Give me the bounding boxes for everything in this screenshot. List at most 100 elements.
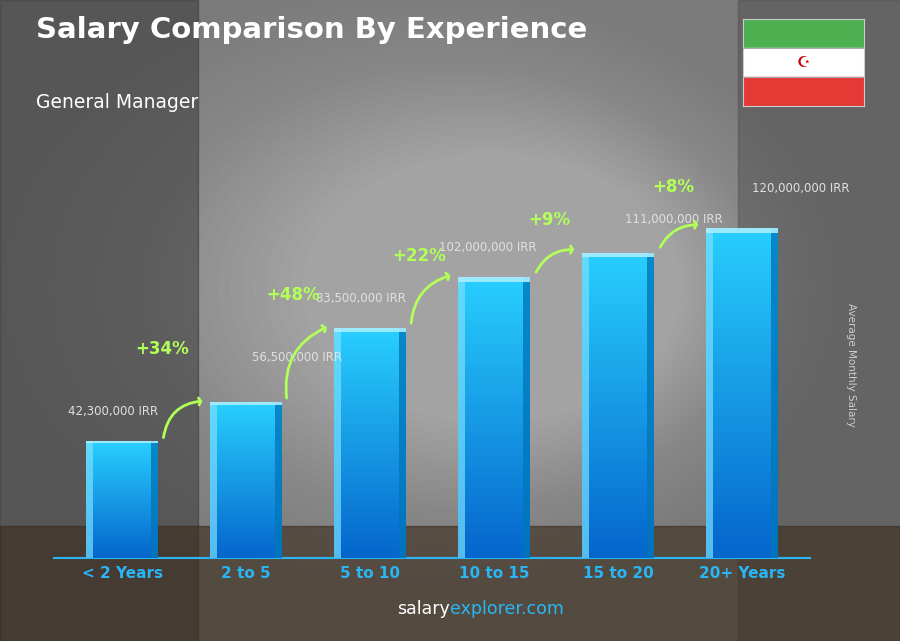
Bar xyxy=(86,547,158,549)
Bar xyxy=(334,523,406,526)
Bar xyxy=(706,290,778,294)
Bar xyxy=(706,228,778,232)
Bar xyxy=(706,475,778,479)
Bar xyxy=(458,379,530,383)
Bar xyxy=(334,540,406,544)
Bar xyxy=(582,253,590,558)
Bar xyxy=(399,328,406,558)
Bar xyxy=(211,412,282,414)
Bar xyxy=(458,544,530,547)
Bar xyxy=(334,552,406,555)
Bar xyxy=(582,424,653,428)
Bar xyxy=(334,417,406,420)
Bar xyxy=(458,316,530,319)
Bar xyxy=(334,403,406,406)
Bar xyxy=(582,356,653,360)
Bar xyxy=(334,532,406,535)
Bar xyxy=(334,400,406,403)
Bar xyxy=(582,321,653,325)
Bar xyxy=(582,333,653,337)
Bar xyxy=(582,512,653,516)
Bar xyxy=(582,481,653,485)
Bar xyxy=(458,519,530,522)
Bar xyxy=(211,449,282,451)
Bar xyxy=(458,306,530,309)
Bar xyxy=(458,344,530,347)
Bar xyxy=(706,381,778,385)
Bar xyxy=(86,474,158,475)
Bar xyxy=(458,445,530,449)
Bar xyxy=(334,440,406,443)
Bar xyxy=(458,365,530,369)
Bar xyxy=(86,444,158,446)
Bar xyxy=(211,478,282,480)
Bar xyxy=(458,428,530,431)
Bar xyxy=(582,279,653,283)
Bar xyxy=(334,423,406,426)
Bar xyxy=(582,360,653,363)
Bar xyxy=(706,339,778,344)
Bar xyxy=(334,549,406,552)
Bar xyxy=(334,460,406,463)
Bar xyxy=(86,491,158,492)
Bar xyxy=(211,472,282,474)
Bar xyxy=(334,328,341,558)
Bar xyxy=(86,531,158,533)
Bar xyxy=(706,237,778,240)
Bar xyxy=(582,428,653,432)
Bar xyxy=(334,397,406,400)
Bar xyxy=(334,437,406,440)
Bar xyxy=(706,471,778,475)
Bar xyxy=(86,498,158,499)
Bar xyxy=(458,347,530,351)
Bar xyxy=(334,328,406,331)
Bar xyxy=(582,447,653,451)
Bar xyxy=(706,434,778,438)
Bar xyxy=(458,477,530,481)
Bar xyxy=(458,358,530,362)
Bar xyxy=(86,515,158,517)
Text: salary: salary xyxy=(397,600,450,618)
Bar xyxy=(706,512,778,517)
Bar xyxy=(706,397,778,401)
Bar xyxy=(706,417,778,422)
Bar xyxy=(211,437,282,439)
Bar xyxy=(458,281,530,285)
Text: Salary Comparison By Experience: Salary Comparison By Experience xyxy=(36,16,587,44)
Bar xyxy=(582,554,653,558)
Bar xyxy=(86,466,158,468)
Bar xyxy=(334,546,406,549)
Bar xyxy=(582,478,653,481)
Bar xyxy=(86,483,158,485)
Bar xyxy=(706,331,778,335)
Bar xyxy=(334,526,406,529)
Bar xyxy=(582,401,653,405)
Bar xyxy=(211,525,282,527)
Bar xyxy=(458,417,530,421)
Bar xyxy=(458,474,530,477)
Bar xyxy=(86,521,158,523)
Bar xyxy=(582,535,653,538)
Bar xyxy=(334,429,406,431)
Bar xyxy=(458,515,530,519)
Bar xyxy=(211,408,282,410)
Bar xyxy=(647,253,653,558)
Bar xyxy=(582,394,653,397)
Bar xyxy=(86,553,158,554)
Bar xyxy=(738,0,900,641)
Bar xyxy=(86,458,158,459)
Bar xyxy=(334,483,406,486)
Bar xyxy=(706,347,778,352)
Bar xyxy=(0,526,900,641)
Bar xyxy=(458,438,530,442)
Bar xyxy=(211,552,282,554)
Bar xyxy=(334,345,406,348)
Bar xyxy=(86,524,158,526)
Bar xyxy=(582,348,653,352)
Bar xyxy=(706,372,778,376)
Bar xyxy=(706,422,778,426)
Bar xyxy=(706,405,778,410)
Bar xyxy=(706,483,778,488)
Bar xyxy=(706,249,778,253)
Bar xyxy=(86,487,158,488)
